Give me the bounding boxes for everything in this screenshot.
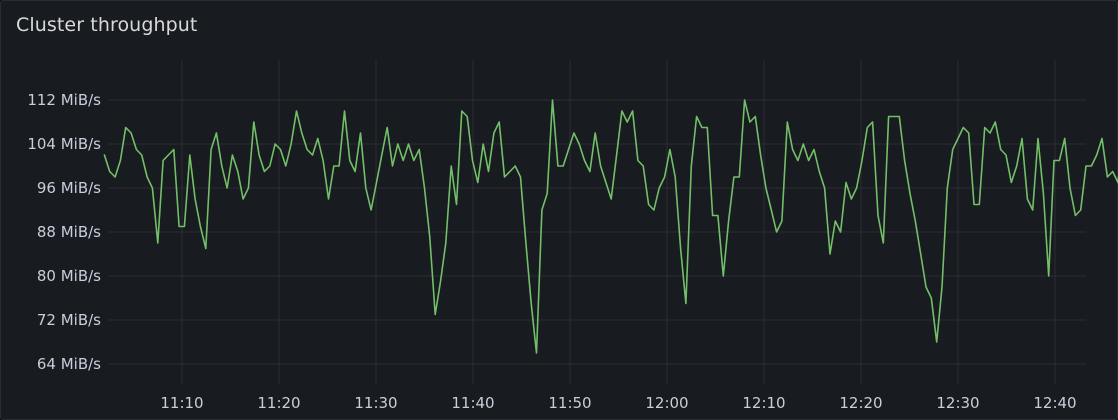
- series-line[interactable]: [103, 99, 1118, 354]
- y-axis: 64 MiB/s 72 MiB/s 80 MiB/s 88 MiB/s 96 MiB/s…: [27, 91, 101, 373]
- y-tick-label: 72 MiB/s: [37, 311, 101, 329]
- y-tick-label: 64 MiB/s: [37, 355, 101, 373]
- y-tick-label: 80 MiB/s: [37, 267, 101, 285]
- x-tick-label: 11:10: [160, 394, 203, 412]
- chart-grid: [108, 60, 1086, 384]
- series-group: [103, 99, 1118, 354]
- y-tick-label: 88 MiB/s: [37, 223, 101, 241]
- x-tick-label: 12:40: [1033, 394, 1076, 412]
- x-tick-label: 12:30: [936, 394, 979, 412]
- y-tick-label: 112 MiB/s: [27, 91, 101, 109]
- panel-title: Cluster throughput: [16, 14, 198, 36]
- x-tick-label: 11:50: [548, 394, 591, 412]
- x-tick-label: 12:00: [645, 394, 688, 412]
- x-tick-label: 11:20: [257, 394, 300, 412]
- x-tick-label: 12:10: [742, 394, 785, 412]
- y-tick-label: 104 MiB/s: [27, 135, 101, 153]
- y-tick-label: 96 MiB/s: [37, 179, 101, 197]
- x-tick-label: 11:40: [451, 394, 494, 412]
- x-axis: 11:10 11:20 11:30 11:40 11:50 12:00 12:10 12:20…: [160, 394, 1076, 412]
- x-tick-label: 12:20: [839, 394, 882, 412]
- x-tick-label: 11:30: [354, 394, 397, 412]
